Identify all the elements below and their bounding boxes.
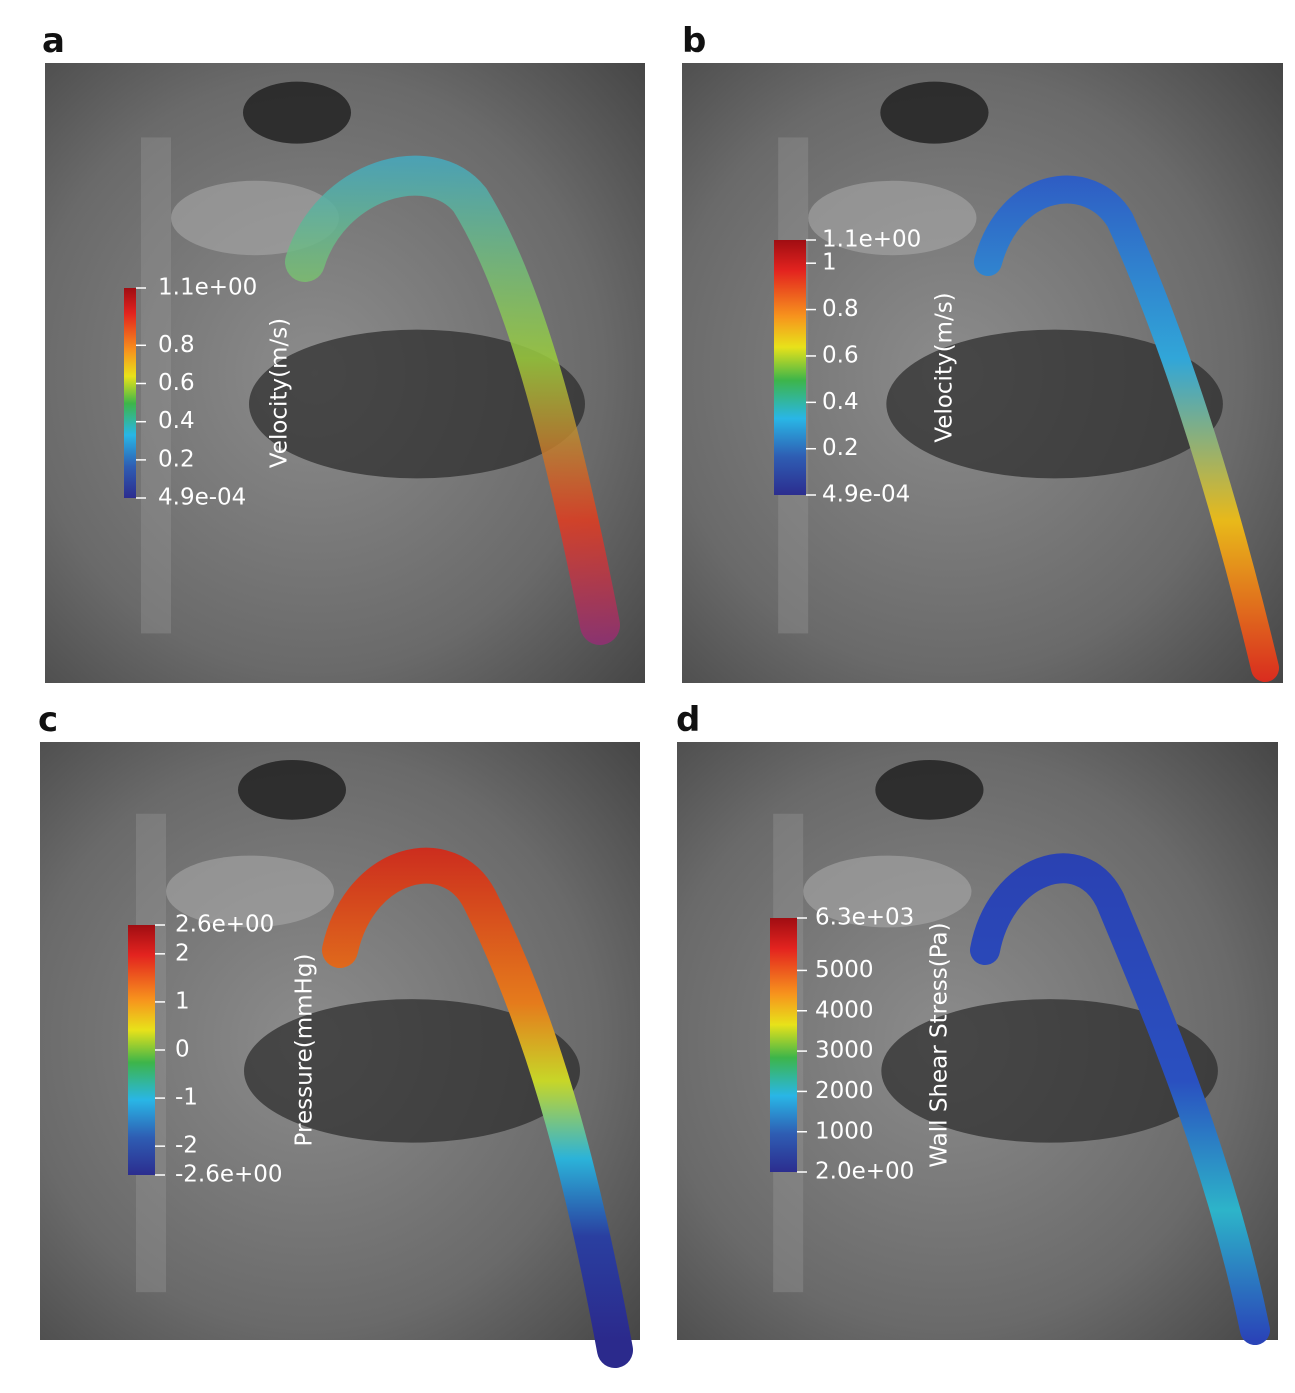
colorbar-title: Wall Shear Stress(Pa) [927,922,953,1167]
colorbar-tick-label: 1 [822,250,837,276]
airway-dark [243,81,351,144]
panel: b 1.1e+001 0.8 0.6 0.4 0.2 4.9e-04 Velocity(m/s… [682,21,1283,683]
aorta [285,155,620,645]
colorbar-tick-label: 2.6e+00 [175,912,274,938]
heart-bright [803,855,972,928]
colorbar-tick-label: 1.1e+00 [158,275,257,301]
colorbar-tick-label: 2 [175,940,190,966]
airway-dark [880,81,989,144]
colorbar [124,288,136,498]
lung-dark [249,329,585,479]
lung-dark [244,999,580,1143]
colorbar-tick-label: 0 [175,1037,190,1063]
colorbar-tick-label: 4.9e-04 [822,482,910,508]
aorta [322,847,633,1368]
colorbar-tick-label: 1 [175,988,190,1014]
heart-bright [808,180,977,256]
panel: d 6.3e+03 5000 4000 3000 2000 1000 2.0e+00 Wall … [676,700,1278,1345]
colorbar-tick-label: -1 [175,1085,198,1111]
aorta [974,175,1279,682]
colorbar [770,918,797,1172]
colorbar [128,925,155,1175]
colorbar-tick-label: 0.6 [822,342,859,368]
airway-dark [875,759,984,820]
colorbar-tick-label: 0.8 [158,332,195,358]
aorta [970,853,1270,1345]
panel-label: d [676,700,700,740]
colorbar-tick-label: 0.8 [822,296,859,322]
colorbar-title: Velocity(m/s) [267,318,293,468]
spine-band [141,137,171,634]
heart-bright [166,855,334,928]
colorbar-tick-label: 3000 [815,1038,874,1064]
colorbar-tick-label: 5000 [815,957,874,983]
colorbar-tick-label: 6.3e+03 [815,905,914,931]
lung-dark [886,329,1223,479]
colorbar-title: Pressure(mmHg) [292,954,318,1147]
colorbar-title: Velocity(m/s) [932,292,958,442]
colorbar-tick-label: 4.9e-04 [158,485,246,511]
panel-label: c [38,700,58,740]
airway-dark [238,759,346,820]
colorbar-tick-label: -2 [175,1133,198,1159]
colorbar-tick-label: 0.4 [822,389,859,415]
colorbar-tick-label: 0.2 [822,435,859,461]
colorbar-tick-label: 1000 [815,1118,874,1144]
panel-label: a [42,21,65,61]
colorbar-tick-label: 4000 [815,997,874,1023]
colorbar-tick-label: 0.4 [158,408,195,434]
colorbar-tick-label: 2000 [815,1078,874,1104]
colorbar-tick-label: -2.6e+00 [175,1162,283,1188]
colorbar [774,240,806,495]
colorbar-tick-label: 0.2 [158,446,195,472]
colorbar-tick-label: 1.1e+00 [822,227,921,253]
panel: c 2.6e+002 1 0 -1 -2 -2.6e+00 Pressure(mmHg) [38,700,640,1368]
colorbar-tick-label: 0.6 [158,370,195,396]
panel: a 1.1e+00 0.8 0.6 0.4 0.2 4.9e-04 Velocity(m/s) [42,21,645,683]
panel-label: b [682,21,706,61]
lung-dark [881,999,1218,1143]
colorbar-tick-label: 2.0e+00 [815,1159,914,1185]
